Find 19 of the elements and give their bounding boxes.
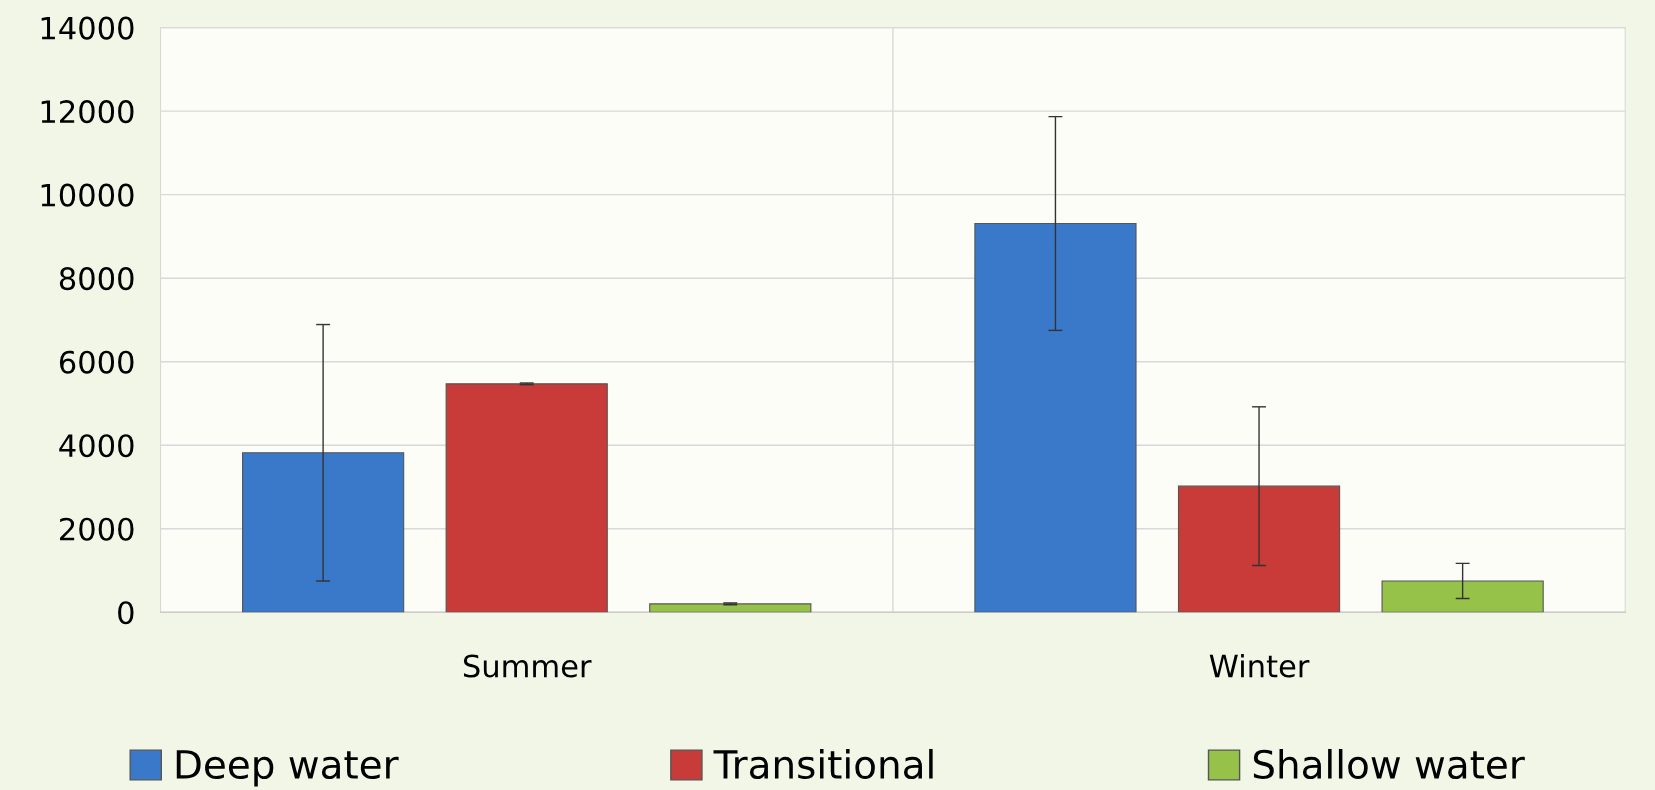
- legend-label: Transitional: [713, 748, 933, 780]
- y-tick-label: 14000: [41, 16, 134, 40]
- y-tick-label: 4000: [59, 434, 134, 458]
- y-tick-label: 0: [118, 601, 134, 625]
- y-tick-label: 6000: [59, 350, 134, 374]
- bar: [445, 383, 608, 613]
- y-tick-label: 8000: [59, 267, 134, 291]
- bar: [974, 222, 1137, 613]
- bar: [1381, 580, 1544, 613]
- legend-label: Shallow water: [1253, 748, 1525, 780]
- y-tick-label: 2000: [60, 517, 134, 541]
- x-tick-label: Winter: [1209, 653, 1310, 678]
- x-tick-label: Summer: [463, 654, 592, 678]
- y-tick-label: 12000: [41, 100, 134, 124]
- bar: [649, 603, 812, 613]
- bar: [242, 452, 405, 613]
- y-tick-label: 10000: [41, 183, 134, 207]
- legend-label: Deep water: [176, 750, 399, 787]
- bar: [1177, 485, 1341, 613]
